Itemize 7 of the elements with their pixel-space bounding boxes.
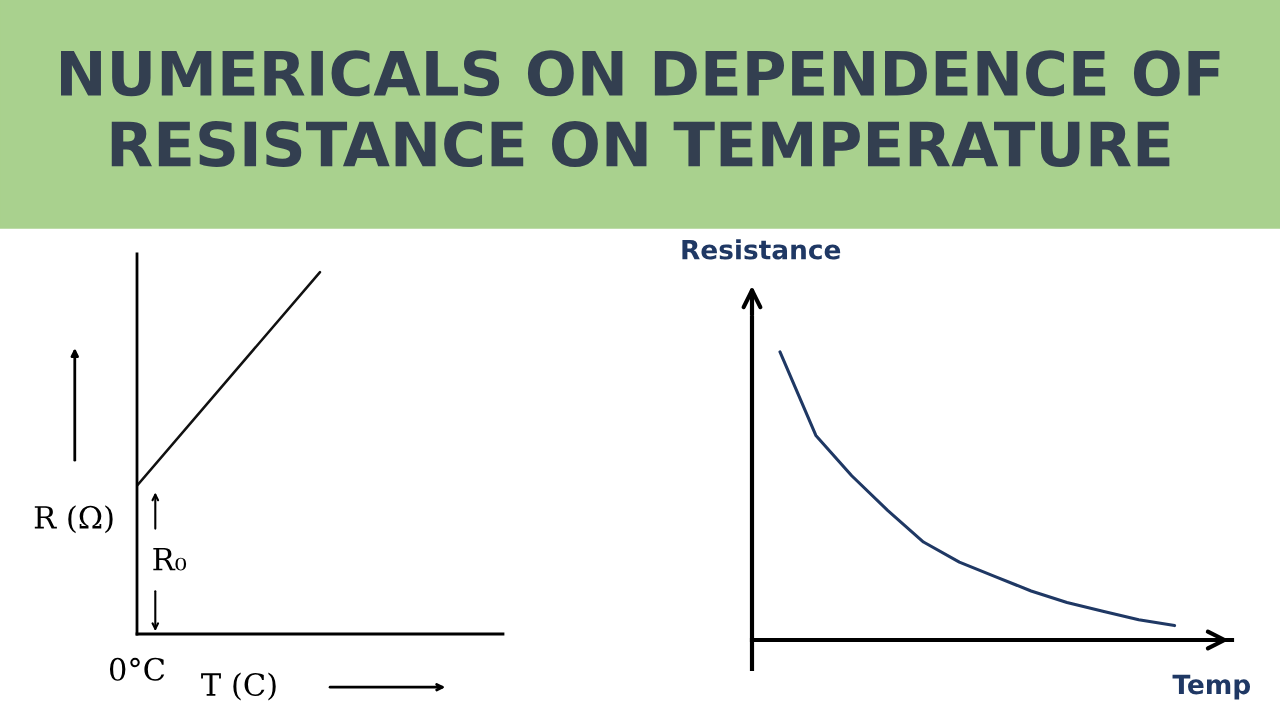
y-axis-title: Resistance — [682, 239, 841, 260]
x-axis-title: T (C) — [201, 672, 276, 701]
y-axis-title: R (Ω) — [34, 505, 113, 534]
annotation: R₀ — [153, 547, 187, 571]
x-axis-title: Temp — [1172, 674, 1251, 700]
text: 0°C — [109, 657, 165, 681]
text: NUMERICALS ON DEPENDENCE OF RESISTANCE ON TEMPERATURE — [61, 50, 1220, 168]
